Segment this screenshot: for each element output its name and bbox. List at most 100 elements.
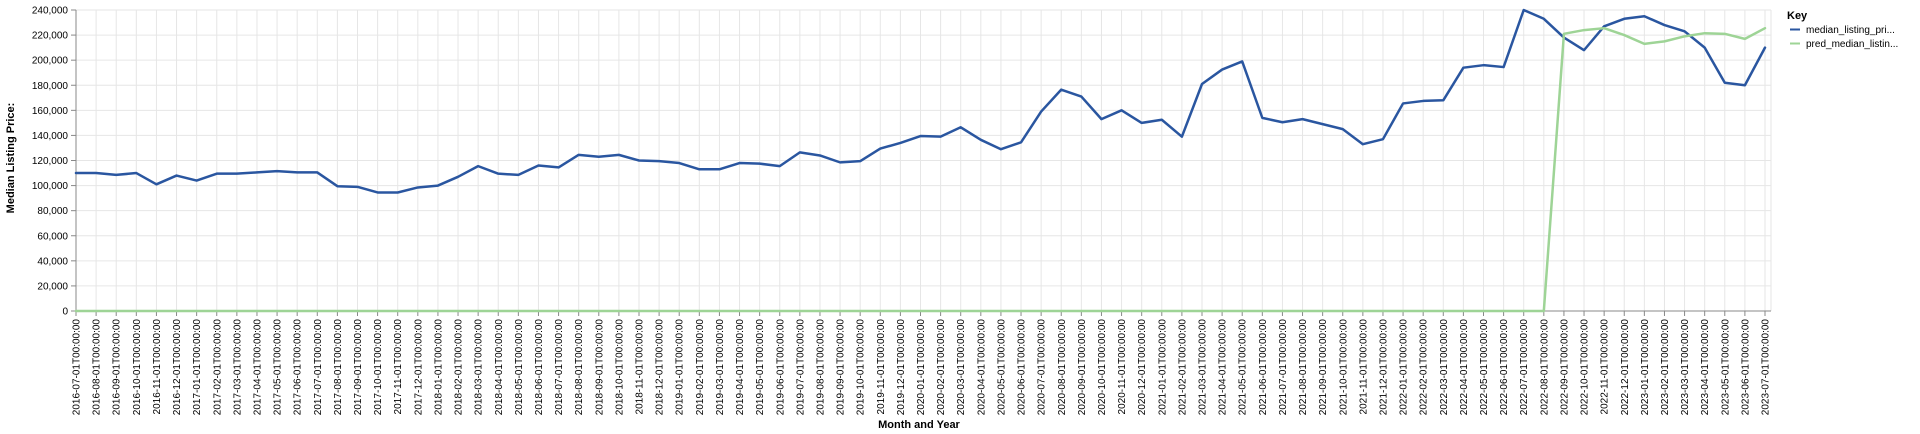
series-line-pred-median-listing-price xyxy=(74,26,1767,313)
x-tick-label: 2021-10-01T00:00:00 xyxy=(1338,319,1349,416)
x-tick-label: 2022-04-01T00:00:00 xyxy=(1459,319,1470,416)
x-tick-label: 2021-03-01T00:00:00 xyxy=(1198,319,1209,416)
x-tick-label: 2017-05-01T00:00:00 xyxy=(273,319,284,416)
x-tick-label: 2020-10-01T00:00:00 xyxy=(1097,319,1108,416)
x-tick-label: 2019-02-01T00:00:00 xyxy=(695,319,706,416)
x-tick-label: 2020-03-01T00:00:00 xyxy=(956,319,967,416)
y-tick-label: 60,000 xyxy=(37,231,68,242)
x-tick-label: 2022-11-01T00:00:00 xyxy=(1600,319,1611,415)
x-tick-label: 2023-07-01T00:00:00 xyxy=(1761,319,1772,416)
legend-entries: median_listing_pri... pred_median_listin.… xyxy=(1790,25,1898,50)
x-axis-title: Month and Year xyxy=(878,419,960,431)
x-tick-label: 2017-12-01T00:00:00 xyxy=(413,319,424,416)
y-axis-title: Median Listing Price: xyxy=(5,103,17,214)
x-tick-label: 2022-07-01T00:00:00 xyxy=(1519,319,1530,416)
y-tick-label: 180,000 xyxy=(32,81,69,92)
x-tick-label: 2016-09-01T00:00:00 xyxy=(112,319,123,416)
series-lines xyxy=(74,8,1767,313)
x-tick-label: 2021-04-01T00:00:00 xyxy=(1218,319,1229,416)
x-tick-label: 2018-02-01T00:00:00 xyxy=(454,319,465,416)
y-tick-label: 160,000 xyxy=(32,106,69,117)
x-tick-label: 2021-02-01T00:00:00 xyxy=(1177,319,1188,416)
x-tick-label: 2018-08-01T00:00:00 xyxy=(574,319,585,416)
x-tick-label: 2023-04-01T00:00:00 xyxy=(1700,319,1711,416)
x-tick-label: 2020-01-01T00:00:00 xyxy=(916,319,927,416)
x-tick-label: 2017-10-01T00:00:00 xyxy=(373,319,384,416)
x-tick-label: 2019-08-01T00:00:00 xyxy=(815,319,826,416)
y-tick-label: 20,000 xyxy=(37,281,68,292)
x-tick-label: 2019-11-01T00:00:00 xyxy=(876,319,887,415)
x-tick-label: 2022-10-01T00:00:00 xyxy=(1580,319,1591,416)
x-tick-label: 2021-07-01T00:00:00 xyxy=(1278,319,1289,416)
x-tick-label: 2018-03-01T00:00:00 xyxy=(474,319,485,416)
x-tick-label: 2019-01-01T00:00:00 xyxy=(675,319,686,416)
x-tick-label: 2017-07-01T00:00:00 xyxy=(313,319,324,416)
series-line-median-listing-price xyxy=(74,8,1767,194)
x-tick-label: 2023-06-01T00:00:00 xyxy=(1740,319,1751,416)
x-tick-label: 2021-12-01T00:00:00 xyxy=(1378,319,1389,416)
x-tick-label: 2019-09-01T00:00:00 xyxy=(836,319,847,416)
x-tick-label: 2020-08-01T00:00:00 xyxy=(1057,319,1068,416)
x-tick-label: 2020-04-01T00:00:00 xyxy=(976,319,987,416)
y-tick-label: 100,000 xyxy=(32,181,69,192)
x-tick-label: 2022-09-01T00:00:00 xyxy=(1559,319,1570,416)
x-tick-label: 2020-12-01T00:00:00 xyxy=(1137,319,1148,416)
y-axis: 0 20,000 40,000 60,000 80,000 100,000 120,000 1… xyxy=(32,6,77,318)
x-tick-label: 2019-04-01T00:00:00 xyxy=(735,319,746,416)
x-axis: 2016-07-01T00:00:00 2016-08-01T00:00:00 20… xyxy=(72,310,1772,416)
x-tick-label: 2019-05-01T00:00:00 xyxy=(755,319,766,416)
x-tick-label: 2018-04-01T00:00:00 xyxy=(494,319,505,416)
x-tick-label: 2018-05-01T00:00:00 xyxy=(514,319,525,416)
x-tick-label: 2020-09-01T00:00:00 xyxy=(1077,319,1088,416)
x-tick-label: 2019-03-01T00:00:00 xyxy=(715,319,726,416)
x-tick-label: 2020-06-01T00:00:00 xyxy=(1017,319,1028,416)
x-tick-label: 2019-07-01T00:00:00 xyxy=(795,319,806,416)
x-tick-label: 2020-05-01T00:00:00 xyxy=(996,319,1007,416)
x-tick-label: 2022-06-01T00:00:00 xyxy=(1499,319,1510,416)
y-tick-label: 220,000 xyxy=(32,31,69,42)
x-tick-label: 2017-01-01T00:00:00 xyxy=(192,319,203,416)
x-tick-label: 2021-06-01T00:00:00 xyxy=(1258,319,1269,416)
y-tick-label: 200,000 xyxy=(32,56,69,67)
x-tick-label: 2018-01-01T00:00:00 xyxy=(433,319,444,416)
x-tick-label: 2021-01-01T00:00:00 xyxy=(1157,319,1168,416)
x-tick-label: 2017-11-01T00:00:00 xyxy=(393,319,404,415)
x-tick-label: 2023-05-01T00:00:00 xyxy=(1720,319,1731,416)
x-tick-label: 2017-03-01T00:00:00 xyxy=(232,319,243,416)
y-tick-label: 240,000 xyxy=(32,6,69,17)
x-tick-label: 2023-03-01T00:00:00 xyxy=(1680,319,1691,416)
x-tick-label: 2019-06-01T00:00:00 xyxy=(775,319,786,416)
legend-label: pred_median_listin... xyxy=(1806,39,1898,50)
x-tick-label: 2017-04-01T00:00:00 xyxy=(252,319,263,416)
x-tick-label: 2017-02-01T00:00:00 xyxy=(212,319,223,416)
x-tick-label: 2021-11-01T00:00:00 xyxy=(1358,319,1369,415)
x-tick-label: 2018-09-01T00:00:00 xyxy=(594,319,605,416)
y-tick-label: 80,000 xyxy=(37,206,68,217)
x-tick-label: 2019-10-01T00:00:00 xyxy=(856,319,867,416)
y-tick-label: 140,000 xyxy=(32,131,69,142)
x-tick-label: 2018-07-01T00:00:00 xyxy=(554,319,565,416)
x-tick-label: 2017-08-01T00:00:00 xyxy=(333,319,344,416)
x-tick-label: 2022-01-01T00:00:00 xyxy=(1399,319,1410,416)
legend-title: Key xyxy=(1787,10,1808,22)
x-tick-label: 2021-09-01T00:00:00 xyxy=(1318,319,1329,416)
x-tick-label: 2020-07-01T00:00:00 xyxy=(1037,319,1048,416)
x-tick-label: 2016-10-01T00:00:00 xyxy=(132,319,143,416)
x-tick-label: 2020-11-01T00:00:00 xyxy=(1117,319,1128,415)
x-tick-label: 2019-12-01T00:00:00 xyxy=(896,319,907,416)
x-tick-label: 2016-07-01T00:00:00 xyxy=(72,319,83,416)
legend-label: median_listing_pri... xyxy=(1806,25,1895,36)
x-tick-label: 2017-06-01T00:00:00 xyxy=(293,319,304,416)
x-tick-label: 2016-08-01T00:00:00 xyxy=(92,319,103,416)
x-tick-label: 2018-12-01T00:00:00 xyxy=(655,319,666,416)
x-tick-label: 2023-01-01T00:00:00 xyxy=(1640,319,1651,416)
y-tick-label: 0 xyxy=(62,307,68,318)
x-tick-label: 2016-11-01T00:00:00 xyxy=(152,319,163,415)
x-tick-label: 2022-03-01T00:00:00 xyxy=(1439,319,1450,416)
x-tick-label: 2022-12-01T00:00:00 xyxy=(1620,319,1631,416)
x-tick-label: 2018-11-01T00:00:00 xyxy=(635,319,646,415)
y-tick-label: 40,000 xyxy=(37,256,68,267)
x-tick-label: 2020-02-01T00:00:00 xyxy=(936,319,947,416)
